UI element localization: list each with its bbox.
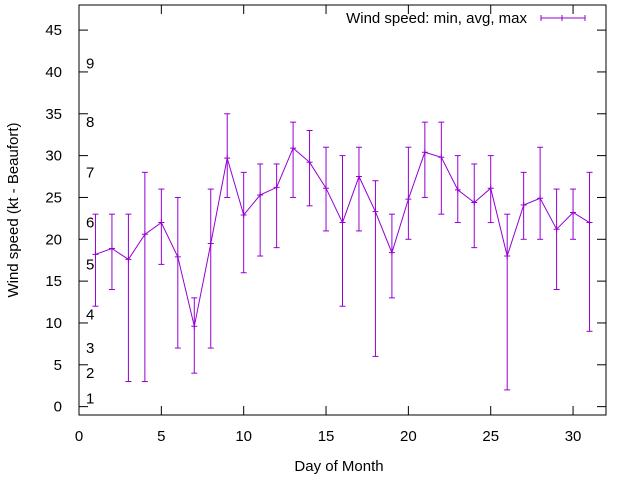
legend-label: Wind speed: min, avg, max <box>346 10 527 27</box>
avg-point <box>405 196 412 203</box>
beaufort-label: 5 <box>86 256 94 273</box>
avg-point <box>323 185 330 192</box>
beaufort-label: 4 <box>86 307 94 324</box>
avg-point <box>141 231 148 238</box>
avg-point <box>174 253 181 260</box>
avg-point <box>240 212 247 219</box>
avg-point <box>553 226 560 233</box>
avg-point <box>372 208 379 215</box>
avg-point <box>586 219 593 226</box>
series-layer <box>92 113 593 391</box>
y-tick-label: 25 <box>45 189 62 206</box>
avg-point <box>388 249 395 256</box>
avg-point <box>108 245 115 252</box>
avg-point <box>273 184 280 191</box>
legend: Wind speed: min, avg, max <box>346 10 586 27</box>
beaufort-label: 1 <box>86 390 94 407</box>
beaufort-label: 9 <box>86 56 94 73</box>
avg-point <box>339 219 346 226</box>
y-tick-label: 5 <box>54 357 62 374</box>
avg-point <box>207 240 214 247</box>
avg-point <box>520 201 527 208</box>
beaufort-label: 6 <box>86 215 94 232</box>
avg-point <box>257 191 264 198</box>
y-tick-label: 45 <box>45 22 62 39</box>
avg-point <box>570 209 577 216</box>
beaufort-label: 3 <box>86 340 94 357</box>
beaufort-label: 8 <box>86 114 94 131</box>
avg-point <box>454 186 461 193</box>
y-tick-label: 15 <box>45 273 62 290</box>
legend-marker <box>559 15 565 21</box>
avg-point <box>504 253 511 260</box>
avg-point <box>471 199 478 206</box>
y-tick-label: 0 <box>54 399 62 416</box>
y-tick-label: 35 <box>45 106 62 123</box>
x-tick-label: 30 <box>565 428 582 445</box>
x-tick-label: 10 <box>235 428 252 445</box>
x-tick-label: 20 <box>400 428 417 445</box>
avg-point <box>125 256 132 263</box>
x-tick-label: 5 <box>157 428 165 445</box>
y-tick-label: 20 <box>45 231 62 248</box>
y-tick-label: 30 <box>45 148 62 165</box>
y-tick-label: 40 <box>45 64 62 81</box>
avg-point <box>224 155 231 162</box>
x-tick-label: 25 <box>482 428 499 445</box>
beaufort-label: 7 <box>86 164 94 181</box>
avg-point <box>290 145 297 152</box>
beaufort-label: 2 <box>86 365 94 382</box>
x-tick-label: 0 <box>75 428 83 445</box>
avg-point <box>487 185 494 192</box>
beaufort-labels: 1 2 3 4 5 6 7 8 9 <box>86 56 94 408</box>
plot-frame <box>78 4 607 416</box>
y-tick-label: 10 <box>45 315 62 332</box>
y-axis-label: Wind speed (kt - Beaufort) <box>5 122 22 297</box>
avg-point <box>355 173 362 180</box>
avg-point <box>306 159 313 166</box>
avg-point <box>191 323 198 330</box>
avg-point <box>158 219 165 226</box>
avg-point <box>537 195 544 202</box>
avg-point <box>92 251 99 258</box>
x-axis-label: Day of Month <box>294 458 383 475</box>
avg-point <box>438 154 445 161</box>
avg-point <box>421 149 428 156</box>
x-tick-label: 15 <box>318 428 335 445</box>
